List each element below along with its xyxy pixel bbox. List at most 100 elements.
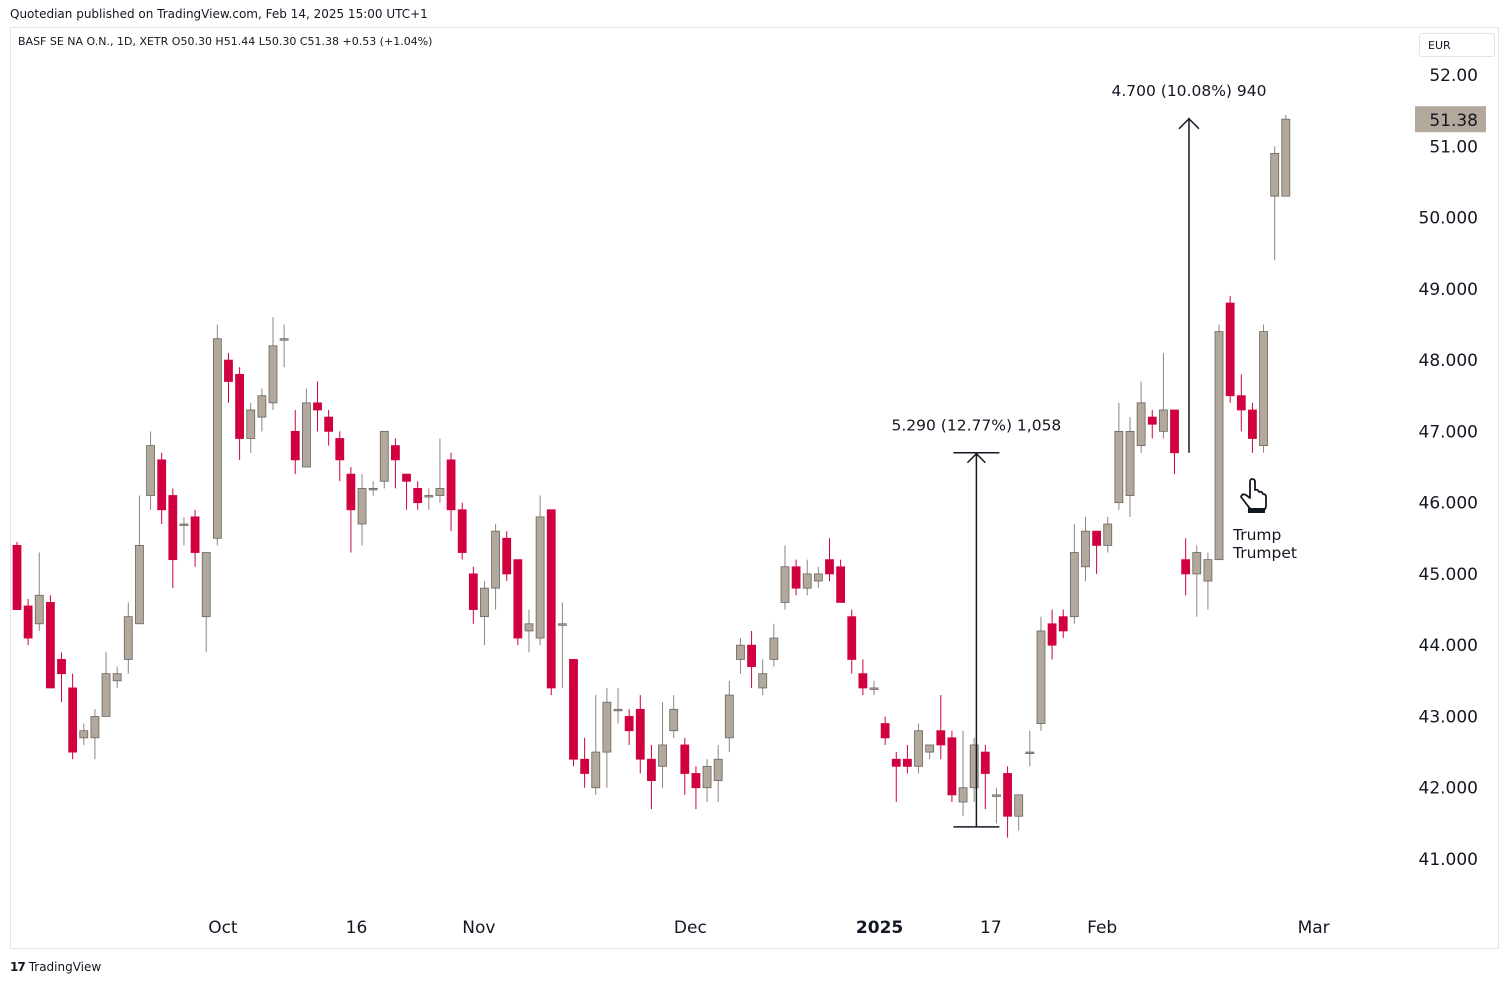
- candle: [969, 737, 979, 802]
- candle-body: [958, 787, 968, 803]
- time-tick-label: Feb: [1087, 918, 1117, 938]
- hand-outline: [1240, 478, 1267, 512]
- candle: [880, 716, 890, 745]
- candle: [569, 659, 578, 767]
- candle-body: [858, 673, 868, 689]
- chart-frame[interactable]: [10, 27, 1499, 949]
- last-price-label: 51.38: [1429, 111, 1478, 131]
- candle: [12, 541, 22, 610]
- candle: [90, 709, 100, 760]
- candle: [791, 559, 801, 596]
- candle-body: [569, 659, 578, 760]
- candle: [747, 630, 756, 688]
- candle: [903, 744, 912, 774]
- price-tick-label: 48.000: [1419, 351, 1478, 371]
- candle: [802, 559, 812, 596]
- candle: [980, 744, 990, 810]
- time-tick-label: 16: [346, 918, 368, 938]
- candle-body: [647, 758, 656, 782]
- price-tick-label: 50.000: [1419, 209, 1478, 229]
- candle: [535, 495, 545, 646]
- candle-body: [346, 473, 356, 511]
- time-tick-label: Dec: [674, 918, 707, 938]
- candle: [524, 609, 534, 653]
- measure-label: 4.700 (10.08%) 940: [1111, 82, 1266, 100]
- currency-selector[interactable]: EUR: [1419, 33, 1495, 57]
- candle-body: [313, 402, 322, 411]
- time-tick-label: Mar: [1298, 918, 1330, 938]
- candle: [1192, 545, 1202, 617]
- candle-body: [23, 605, 33, 639]
- candle: [1014, 794, 1024, 831]
- candle: [1158, 352, 1168, 439]
- candle-body: [880, 723, 890, 739]
- candle: [947, 730, 957, 802]
- candle: [1081, 516, 1090, 582]
- candle: [713, 744, 723, 802]
- candle-body: [446, 459, 456, 511]
- candle-body: [1181, 559, 1191, 575]
- candle: [1058, 609, 1068, 639]
- candle-body: [747, 644, 756, 667]
- candle-body: [235, 373, 245, 439]
- candle: [925, 744, 935, 760]
- candle-body: [1125, 430, 1135, 496]
- candle-body: [969, 744, 979, 789]
- time-tick-label: Oct: [208, 918, 238, 938]
- time-tick-label: 17: [980, 918, 1002, 938]
- candle-body: [1014, 794, 1024, 817]
- brand-text: TradingView: [28, 960, 102, 974]
- candle: [45, 595, 55, 689]
- candle-body: [658, 744, 667, 767]
- candle-body: [468, 573, 478, 610]
- candle-body: [168, 495, 178, 561]
- candle-body: [1003, 773, 1012, 817]
- candle: [112, 666, 122, 688]
- candle-body: [914, 730, 923, 767]
- candle-body: [535, 516, 545, 639]
- candle: [413, 481, 423, 510]
- measure-label: 5.290 (12.77%) 1,058: [892, 417, 1062, 435]
- note-line-1: Trump: [1232, 526, 1281, 544]
- candle: [23, 598, 33, 646]
- candle: [1136, 381, 1146, 453]
- candle-body: [301, 402, 311, 468]
- candle-body: [869, 687, 879, 690]
- symbol-legend[interactable]: BASF SE NA O.N., 1D, XETR O50.30 H51.44 …: [18, 35, 433, 48]
- candle: [212, 324, 222, 546]
- candle-body: [57, 659, 66, 675]
- candle: [869, 680, 879, 696]
- candle-body: [947, 737, 957, 796]
- candle: [724, 680, 734, 753]
- annotations-layer: 5.290 (12.77%) 1,058 4.700 (10.08%) 940 Tr…: [892, 82, 1297, 828]
- candle-body: [190, 516, 200, 553]
- time-tick-label: Nov: [462, 918, 495, 938]
- candle-body: [413, 487, 423, 504]
- candle: [1170, 409, 1179, 475]
- candle-body: [324, 416, 334, 432]
- candle: [1181, 538, 1191, 596]
- candle-body: [624, 716, 634, 732]
- candle: [135, 495, 144, 625]
- candle: [758, 659, 768, 696]
- candle: [313, 381, 322, 432]
- candle-body: [635, 708, 645, 760]
- candle-body: [847, 616, 857, 660]
- candle-body: [79, 730, 89, 739]
- candle: [1114, 402, 1124, 510]
- candle-body: [1158, 409, 1168, 432]
- candle-body: [257, 395, 267, 418]
- candle: [1036, 616, 1046, 731]
- candle: [391, 438, 400, 489]
- pointing-hand-icon: [1240, 478, 1267, 513]
- candle: [1147, 409, 1157, 439]
- candle: [613, 687, 623, 724]
- candle-body: [279, 338, 289, 341]
- candle-body: [179, 523, 189, 526]
- hand-cuff: [1248, 508, 1265, 513]
- candle-body: [1147, 416, 1157, 425]
- price-tick-label: 41.000: [1419, 850, 1478, 870]
- candle: [290, 409, 300, 475]
- time-tick-label: 2025: [856, 918, 903, 938]
